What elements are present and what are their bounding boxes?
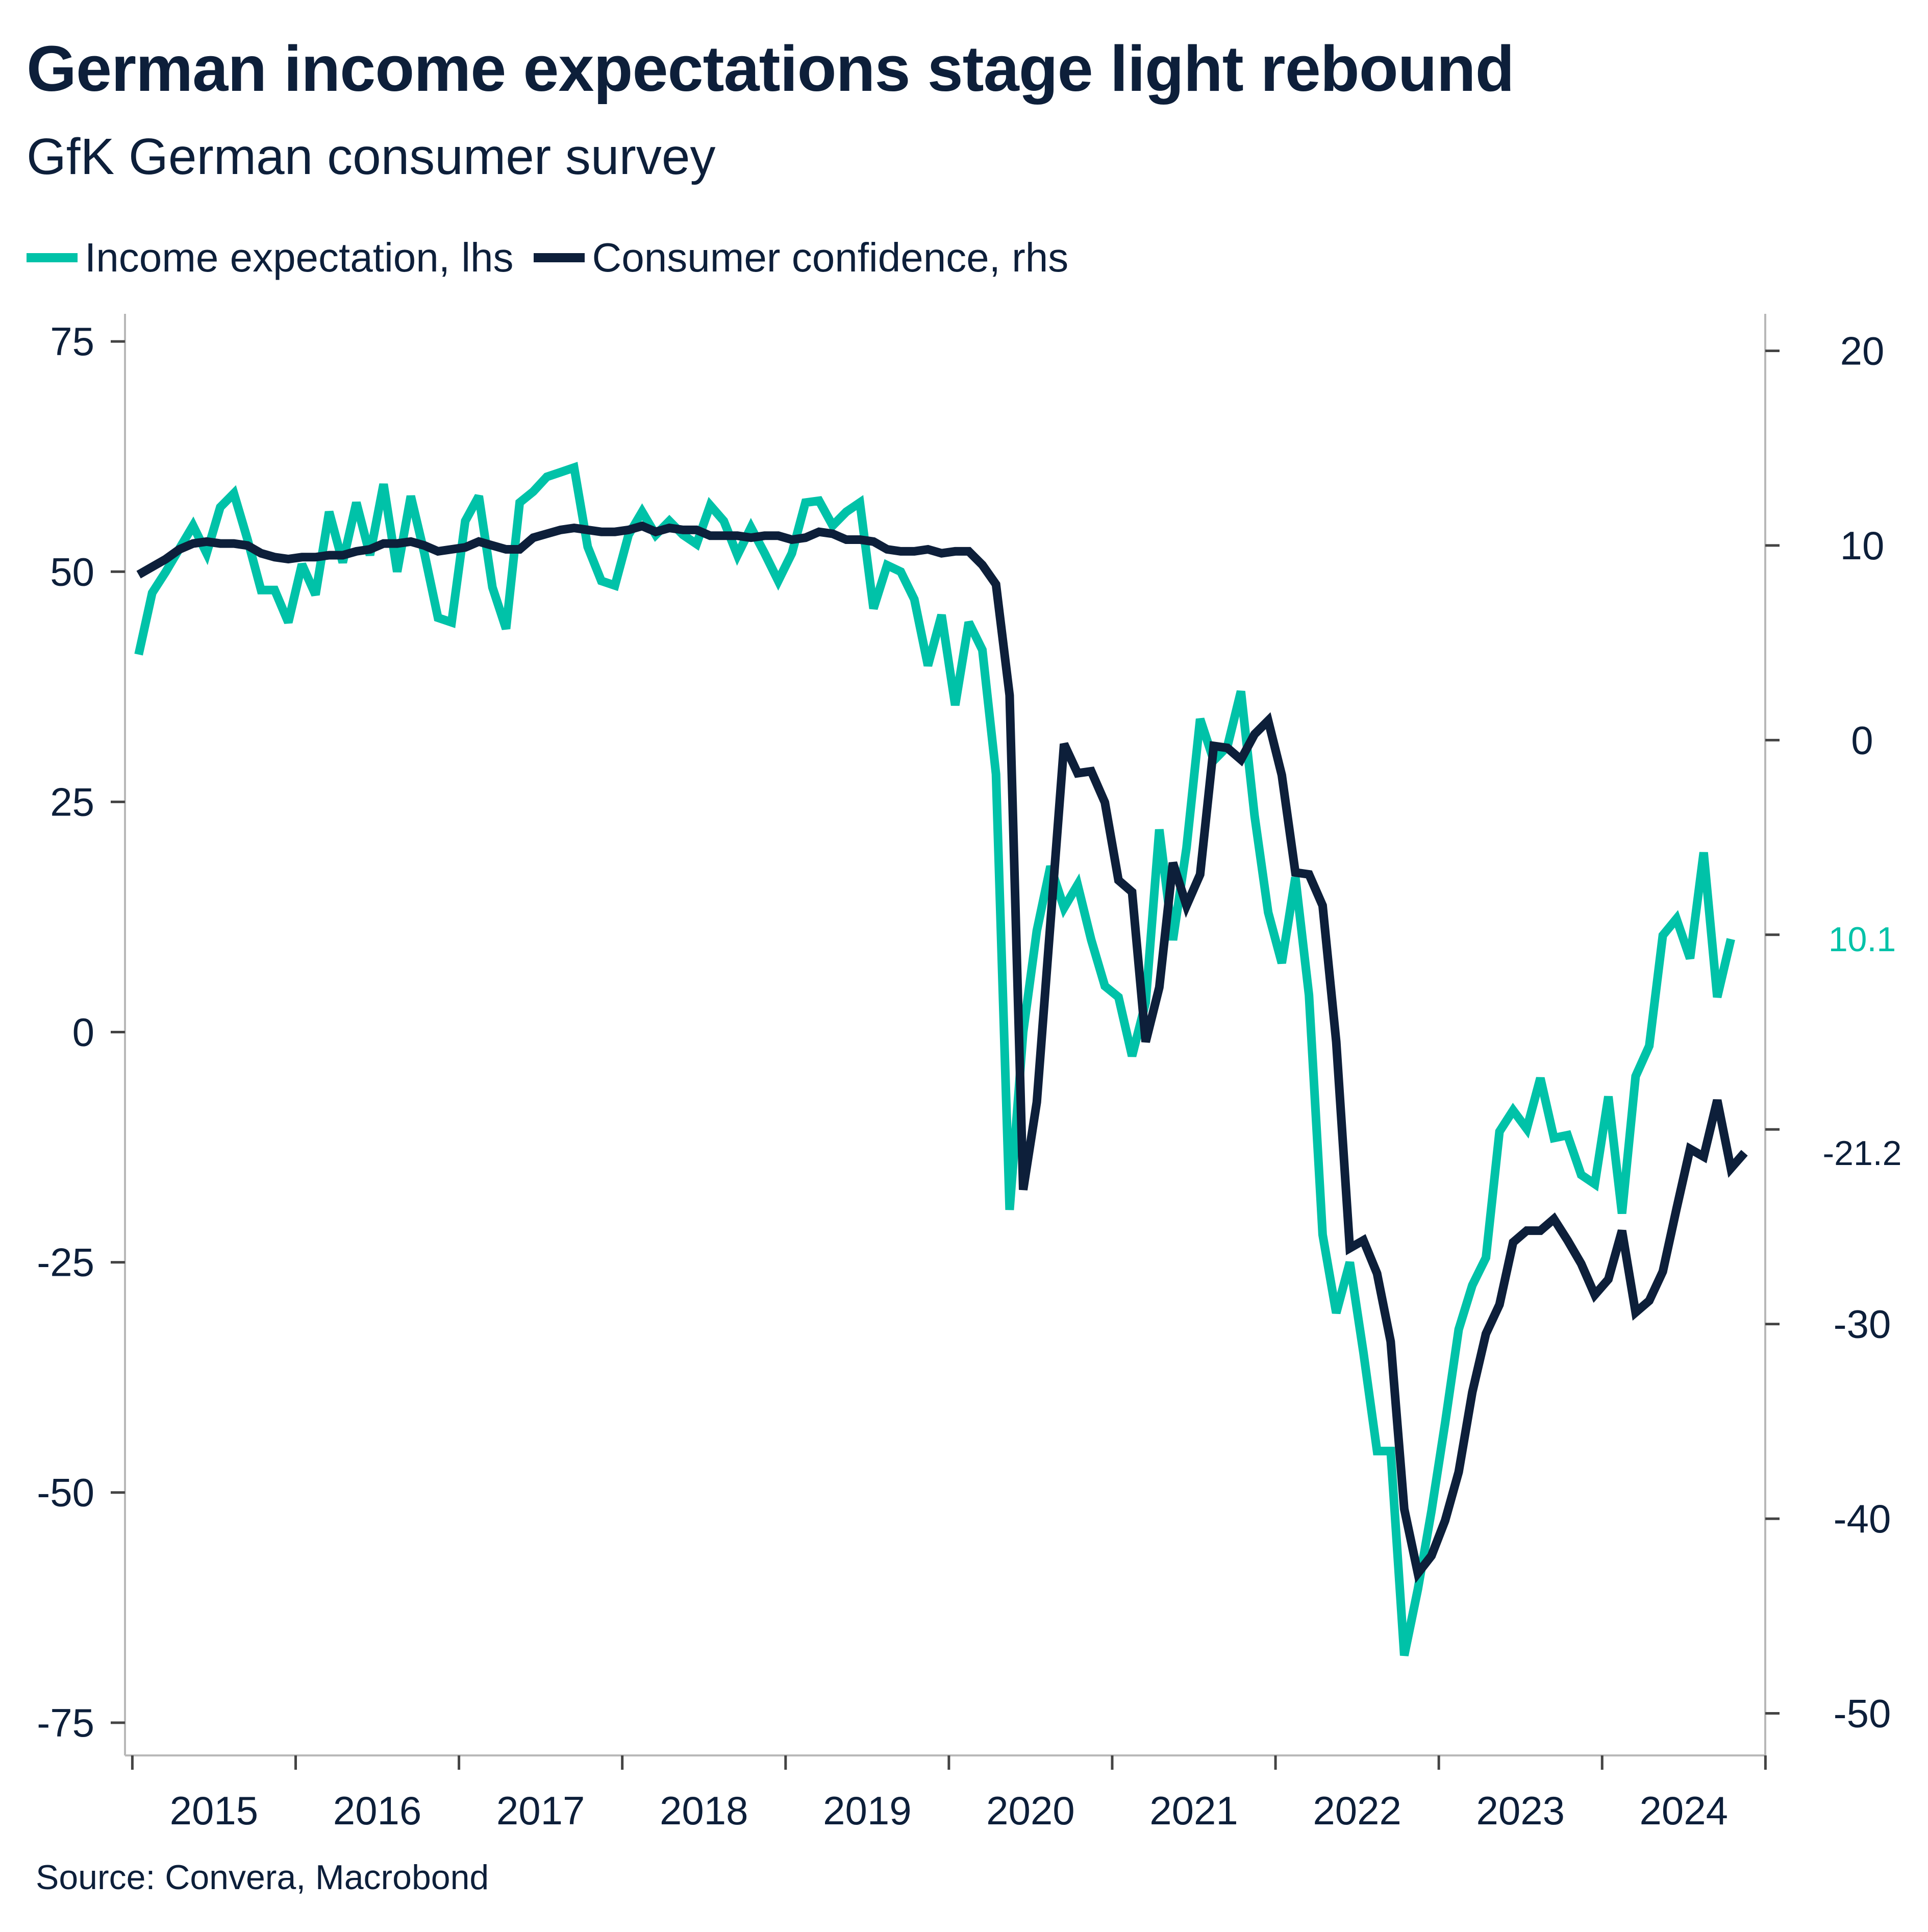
chart-series <box>134 462 1748 1656</box>
legend: Income expectation, lhs Consumer confide… <box>27 232 1089 283</box>
chart-axes: 75 50 25 0 -25 -50 -75 20 10 0 -30 -40 -50 2015 2016 20… <box>37 314 1891 1833</box>
end-label-income: 10.1 <box>1829 920 1896 959</box>
y-left-tick-label: -25 <box>37 1240 94 1285</box>
legend-label-income: Income expectation, lhs <box>85 235 514 280</box>
legend-item-confidence: Consumer confidence, rhs <box>534 234 1068 281</box>
series-line-income-expectation <box>134 462 1735 1656</box>
y-left-tick-label: -75 <box>37 1700 94 1745</box>
y-left-tick-label: 50 <box>50 549 94 594</box>
legend-swatch-income <box>27 253 78 262</box>
legend-swatch-confidence <box>534 253 585 262</box>
x-tick-label: 2020 <box>986 1788 1075 1833</box>
chart-title: German income expectations stage light r… <box>27 33 1515 105</box>
y-left-tick-label: 0 <box>72 1010 94 1055</box>
chart-labels: 10.1 -21.2 <box>1823 920 1902 1173</box>
y-right-tick-label: -50 <box>1834 1691 1891 1736</box>
y-right-tick-label: -30 <box>1834 1302 1891 1347</box>
x-tick-label: 2022 <box>1313 1788 1401 1833</box>
x-tick-label: 2018 <box>660 1788 748 1833</box>
x-tick-label: 2015 <box>170 1788 259 1833</box>
x-tick-label: 2016 <box>333 1788 422 1833</box>
y-left-tick-label: 75 <box>50 319 94 364</box>
end-label-confidence: -21.2 <box>1823 1134 1902 1173</box>
x-tick-label: 2017 <box>496 1788 585 1833</box>
legend-label-confidence: Consumer confidence, rhs <box>592 235 1069 280</box>
y-right-tick-label: 20 <box>1840 328 1885 373</box>
y-left-tick-label: 25 <box>50 779 94 824</box>
x-tick-label: 2019 <box>823 1788 912 1833</box>
y-right-tick-label: -40 <box>1834 1496 1891 1541</box>
x-tick-label: 2021 <box>1149 1788 1238 1833</box>
y-left-tick-label: -50 <box>37 1470 94 1515</box>
y-right-tick-label: 10 <box>1840 523 1885 568</box>
series-line-consumer-confidence <box>136 521 1748 1583</box>
legend-item-income: Income expectation, lhs <box>27 234 513 281</box>
source-note: Source: Convera, Macrobond <box>36 1858 489 1897</box>
x-tick-label: 2024 <box>1640 1788 1729 1833</box>
chart-subtitle: GfK German consumer survey <box>27 128 716 185</box>
x-tick-label: 2023 <box>1476 1788 1565 1833</box>
y-right-tick-label: 0 <box>1851 717 1873 762</box>
